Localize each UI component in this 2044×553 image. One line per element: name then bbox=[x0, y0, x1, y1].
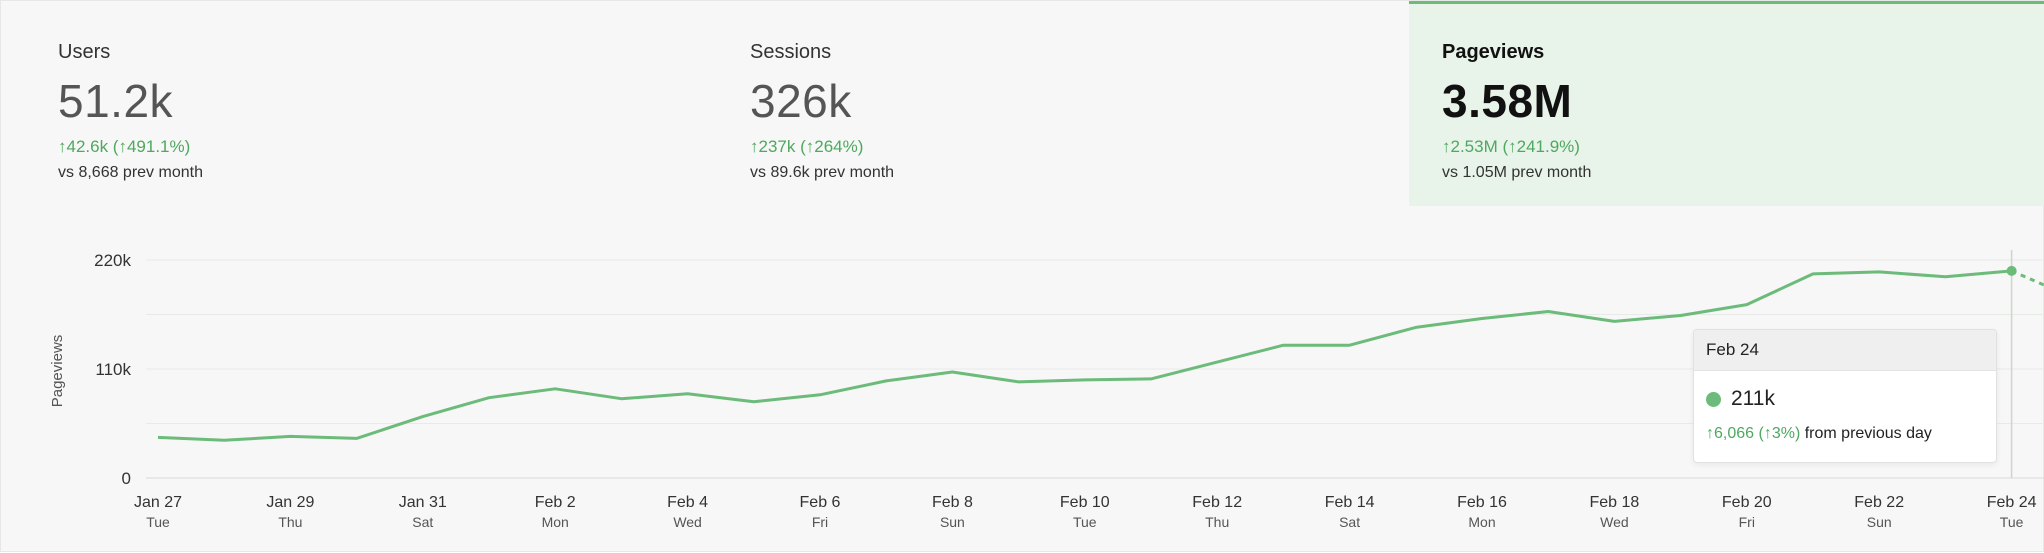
x-tick-date: Feb 24 bbox=[1987, 494, 2037, 511]
x-tick-date: Feb 18 bbox=[1589, 494, 1639, 511]
x-tick-day: Tue bbox=[1073, 514, 1097, 530]
pageviews-line-chart[interactable]: 0 110k 220k Pageviews Jan 27 Tue Jan 29 Thu Jan … bbox=[1, 206, 2044, 553]
stat-label: Sessions bbox=[750, 41, 832, 63]
stat-sessions[interactable]: Sessions 326k ↑237k (↑264%) vs 89.6k pre… bbox=[693, 1, 1409, 206]
stat-value: 3.58M bbox=[1442, 75, 1573, 127]
x-tick-day: Sun bbox=[1867, 514, 1892, 530]
x-tick-day: Thu bbox=[278, 514, 302, 530]
x-tick-date: Feb 10 bbox=[1060, 494, 1110, 511]
x-tick-date: Feb 16 bbox=[1457, 494, 1507, 511]
stat-previous: vs 1.05M prev month bbox=[1442, 164, 1592, 181]
stat-previous: vs 8,668 prev month bbox=[58, 164, 203, 181]
tooltip-value-row: 211k bbox=[1694, 377, 1996, 421]
x-tick-date: Feb 6 bbox=[800, 494, 841, 511]
x-tick-day: Fri bbox=[812, 514, 828, 530]
stat-change: ↑237k (↑264%) bbox=[750, 137, 864, 156]
x-tick-date: Feb 20 bbox=[1722, 494, 1772, 511]
stat-previous: vs 89.6k prev month bbox=[750, 164, 895, 181]
tooltip-change-amount: ↑6,066 (↑3%) bbox=[1706, 425, 1801, 442]
stat-value: 326k bbox=[750, 75, 852, 127]
y-tick-label: 0 bbox=[122, 469, 131, 488]
x-tick-day: Wed bbox=[1600, 514, 1629, 530]
x-tick-date: Jan 27 bbox=[134, 494, 182, 511]
tooltip-change: ↑6,066 (↑3%) from previous day bbox=[1694, 425, 1996, 443]
y-tick-label: 110k bbox=[95, 360, 131, 379]
x-tick-date: Jan 29 bbox=[266, 494, 314, 511]
x-tick-date: Feb 4 bbox=[667, 494, 708, 511]
stat-users[interactable]: Users 51.2k ↑42.6k (↑491.1%) vs 8,668 pr… bbox=[1, 1, 693, 206]
stats-row: Users 51.2k ↑42.6k (↑491.1%) vs 8,668 pr… bbox=[1, 1, 2044, 206]
x-tick-date: Feb 12 bbox=[1192, 494, 1242, 511]
x-tick-date: Feb 22 bbox=[1854, 494, 1904, 511]
x-tick-date: Feb 14 bbox=[1325, 494, 1375, 511]
x-tick-day: Tue bbox=[146, 514, 170, 530]
x-tick-day: Thu bbox=[1205, 514, 1229, 530]
x-tick-day: Tue bbox=[2000, 514, 2024, 530]
chart-tooltip: Feb 24 211k ↑6,066 (↑3%) from previous d… bbox=[1693, 329, 1997, 463]
series-dot-icon bbox=[1706, 391, 1721, 407]
x-tick-date: Feb 2 bbox=[535, 494, 576, 511]
tooltip-value: 211k bbox=[1731, 387, 1775, 410]
x-tick-date: Jan 31 bbox=[399, 494, 447, 511]
x-tick-date: Feb 8 bbox=[932, 494, 973, 511]
x-tick-day: Fri bbox=[1739, 514, 1755, 530]
stat-change: ↑2.53M (↑241.9%) bbox=[1442, 137, 1580, 156]
stat-label: Users bbox=[58, 41, 111, 63]
x-tick-day: Sun bbox=[940, 514, 965, 530]
series-line bbox=[157, 269, 2012, 442]
stat-change: ↑42.6k (↑491.1%) bbox=[58, 137, 191, 156]
x-tick-day: Sat bbox=[412, 514, 433, 530]
x-tick-day: Mon bbox=[542, 514, 569, 530]
tooltip-date: Feb 24 bbox=[1694, 330, 1996, 371]
x-tick-day: Mon bbox=[1468, 514, 1495, 530]
x-tick-day: Wed bbox=[673, 514, 702, 530]
y-axis-label: Pageviews bbox=[49, 335, 66, 408]
stat-label: Pageviews bbox=[1442, 41, 1545, 63]
series-line-partial bbox=[2011, 269, 2044, 287]
highlight-point[interactable] bbox=[2006, 265, 2017, 276]
stat-value: 51.2k bbox=[58, 75, 174, 127]
y-tick-label: 220k bbox=[94, 251, 131, 270]
tooltip-change-text: from previous day bbox=[1804, 425, 1932, 442]
stat-pageviews[interactable]: Pageviews 3.58M ↑2.53M (↑241.9%) vs 1.05… bbox=[1409, 1, 2044, 206]
x-tick-day: Sat bbox=[1339, 514, 1360, 530]
